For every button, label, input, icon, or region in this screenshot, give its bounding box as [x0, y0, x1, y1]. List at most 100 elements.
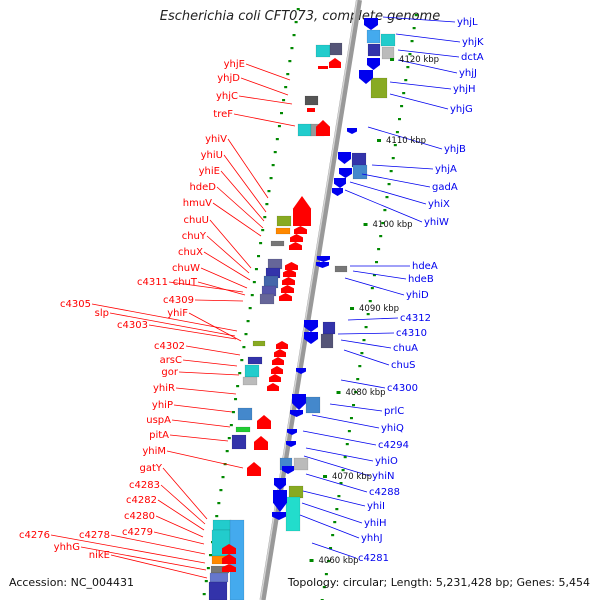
gene-arrow — [289, 242, 302, 250]
gene-label-yhhg[interactable]: yhhG — [54, 542, 80, 553]
gene-label-c4309[interactable]: c4309 — [163, 295, 194, 306]
gene-label-c4300[interactable]: c4300 — [387, 383, 418, 394]
gene-label-c4282[interactable]: c4282 — [126, 495, 157, 506]
gene-label-uspa[interactable]: uspA — [146, 415, 171, 426]
gene-label-dcta[interactable]: dctA — [461, 52, 484, 63]
label-leader-line — [188, 312, 242, 342]
gene-label-chuu[interactable]: chuU — [184, 215, 210, 226]
gene-label-gada[interactable]: gadA — [432, 182, 458, 193]
gene-label-yhjb[interactable]: yhjB — [444, 144, 466, 155]
gene-label-chut[interactable]: chuT — [173, 277, 198, 288]
tick-mark — [269, 177, 273, 180]
label-leader-line — [344, 189, 423, 223]
gene-label-c4311[interactable]: c4311 — [137, 277, 168, 288]
tick-mark — [242, 346, 246, 349]
gene-label-chux[interactable]: chuX — [178, 247, 203, 258]
gene-label-c4288[interactable]: c4288 — [369, 487, 400, 498]
gene-label-c4280[interactable]: c4280 — [124, 511, 155, 522]
gene-label-tref[interactable]: treF — [213, 109, 233, 120]
scale-label: 4120 kbp — [399, 55, 439, 65]
tick-mark — [375, 261, 379, 264]
gene-label-prlc[interactable]: prlC — [384, 406, 404, 417]
gene-label-c4310[interactable]: c4310 — [396, 328, 427, 339]
gene-label-gaty[interactable]: gatY — [139, 463, 162, 474]
gene-label-yhii[interactable]: yhiI — [367, 501, 385, 512]
gene-label-chuw[interactable]: chuW — [172, 263, 200, 274]
gene-arrow — [359, 70, 373, 84]
gene-label-pita[interactable]: pitA — [149, 430, 169, 441]
gene-label-c4294[interactable]: c4294 — [378, 440, 409, 451]
label-leader-line — [361, 173, 431, 188]
gene-label-yhih[interactable]: yhiH — [364, 518, 387, 529]
gene-arrow — [316, 120, 330, 136]
tick-mark — [254, 268, 258, 271]
gene-label-c4303[interactable]: c4303 — [117, 320, 148, 331]
gene-label-yhiv[interactable]: yhiV — [205, 134, 227, 145]
scale-tick — [363, 223, 368, 226]
tick-mark — [221, 476, 225, 479]
gene-label-yhhj[interactable]: yhhJ — [361, 533, 383, 544]
tick-mark — [227, 437, 231, 440]
gene-label-c4283[interactable]: c4283 — [129, 480, 160, 491]
gene-label-c4278[interactable]: c4278 — [79, 530, 110, 541]
gene-label-nike[interactable]: nikE — [89, 550, 110, 561]
gene-label-chus[interactable]: chuS — [391, 360, 416, 371]
gene-label-yhip[interactable]: yhiP — [152, 400, 173, 411]
gene-label-gor[interactable]: gor — [161, 367, 178, 378]
gene-arrow — [347, 128, 357, 134]
tick-mark — [354, 391, 358, 394]
gene-arrow — [332, 188, 343, 196]
label-leader-line — [347, 317, 399, 321]
gene-label-yhir[interactable]: yhiR — [153, 383, 175, 394]
label-leader-line — [220, 170, 265, 222]
gene-label-arsc[interactable]: arsC — [160, 355, 182, 366]
gene-label-yhim[interactable]: yhiM — [142, 446, 166, 457]
gene-label-yhiw[interactable]: yhiW — [424, 217, 449, 228]
gene-label-hmuv[interactable]: hmuV — [183, 198, 212, 209]
gene-label-hded[interactable]: hdeD — [189, 182, 216, 193]
gene-label-yhjc[interactable]: yhjC — [216, 91, 238, 102]
gene-label-yhid[interactable]: yhiD — [406, 290, 429, 301]
label-leader-line — [209, 219, 252, 269]
gene-label-c4281[interactable]: c4281 — [358, 553, 389, 564]
gene-label-c4312[interactable]: c4312 — [400, 313, 431, 324]
scale-label: 4060 kbp — [319, 556, 359, 566]
gene-label-yhio[interactable]: yhiO — [375, 456, 398, 467]
gene-label-yhix[interactable]: yhiX — [428, 199, 450, 210]
gene-label-c4302[interactable]: c4302 — [154, 341, 185, 352]
label-leader-line — [371, 164, 434, 170]
tick-mark — [333, 521, 337, 524]
gene-label-yhjk[interactable]: yhjK — [462, 37, 484, 48]
label-leader-line — [395, 33, 461, 43]
tick-mark — [395, 131, 399, 134]
gene-label-c4279[interactable]: c4279 — [122, 527, 153, 538]
gene-label-yhja[interactable]: yhjA — [435, 164, 457, 175]
gene-arrow — [282, 277, 295, 285]
tick-mark — [288, 60, 292, 63]
gene-label-c4305[interactable]: c4305 — [60, 299, 91, 310]
label-leader-line — [233, 113, 296, 127]
gene-label-yhiq[interactable]: yhiQ — [381, 423, 404, 434]
tick-mark — [265, 203, 269, 206]
gene-label-chua[interactable]: chuA — [393, 343, 418, 354]
gene-label-yhjg[interactable]: yhjG — [450, 104, 473, 115]
tick-mark — [398, 118, 402, 121]
tick-mark — [331, 534, 335, 537]
gene-label-slp[interactable]: slp — [95, 308, 109, 319]
gene-feature-box — [267, 258, 283, 270]
gene-label-yhjh[interactable]: yhjH — [453, 84, 476, 95]
gene-label-yhie[interactable]: yhiE — [199, 166, 220, 177]
gene-label-yhjl[interactable]: yhjL — [457, 17, 478, 28]
gene-label-yhin[interactable]: yhiN — [372, 471, 395, 482]
gene-label-yhjd[interactable]: yhjD — [217, 73, 240, 84]
gene-label-yhiu[interactable]: yhiU — [201, 150, 223, 161]
gene-label-chuy[interactable]: chuY — [182, 231, 207, 242]
gene-label-hdeb[interactable]: hdeB — [408, 274, 434, 285]
gene-label-yhjj[interactable]: yhjJ — [459, 68, 477, 79]
gene-label-hdea[interactable]: hdeA — [412, 261, 438, 272]
tick-mark — [273, 151, 277, 154]
gene-label-yhje[interactable]: yhjE — [224, 59, 245, 70]
gene-label-yhif[interactable]: yhiF — [167, 308, 188, 319]
gene-label-c4276[interactable]: c4276 — [19, 530, 50, 541]
gene-arrow — [287, 429, 297, 435]
